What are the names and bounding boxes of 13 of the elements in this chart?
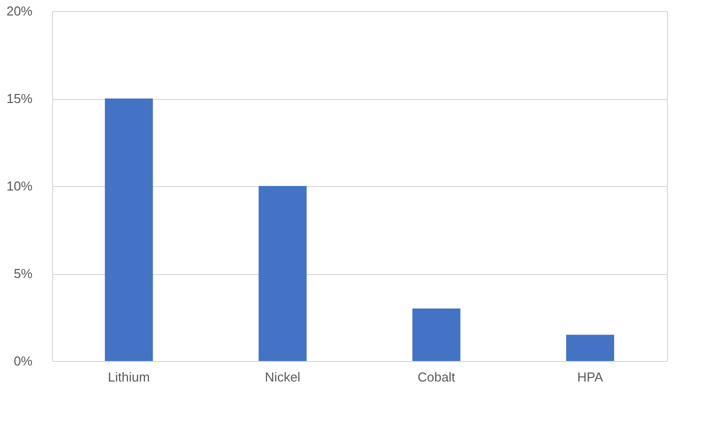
- y-tick-label: 10%: [6, 178, 33, 194]
- x-tick-label: Nickel: [264, 370, 300, 384]
- bar: [104, 98, 153, 361]
- y-tick-label: 15%: [6, 91, 33, 106]
- y-tick-label: 20%: [6, 4, 33, 18]
- x-tick-label: HPA: [577, 370, 604, 384]
- bar: [258, 186, 307, 361]
- x-tick-label: Cobalt: [418, 370, 456, 384]
- y-tick-label: 5%: [14, 266, 33, 281]
- bar: [412, 308, 460, 361]
- bar: [566, 334, 614, 361]
- x-tick-label: Lithium: [108, 370, 150, 384]
- y-tick-label: 0%: [14, 354, 33, 368]
